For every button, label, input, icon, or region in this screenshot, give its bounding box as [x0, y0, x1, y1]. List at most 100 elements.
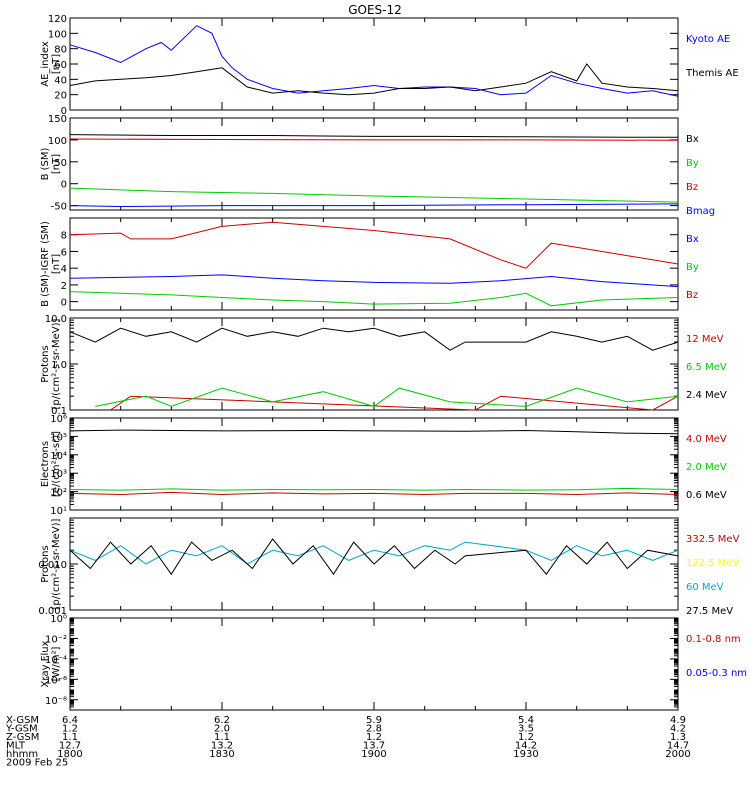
y-tick-label: 40	[54, 75, 67, 86]
footer-value: 2.0	[214, 724, 230, 735]
footer-value: 6.2	[214, 715, 230, 726]
panel-5: 10¹ 10² 10³ 10⁴ 10⁵ 10⁶ Electrons [e/(cm²-s-sr)…	[40, 414, 727, 517]
y-tick-label: 10²	[50, 488, 67, 499]
footer-value: 5.4	[518, 715, 534, 726]
legend-entry: Bx	[686, 134, 699, 145]
y-tick-label: 100	[48, 29, 67, 40]
series-line-themis-ae	[69, 63, 679, 96]
footer-value: 13.7	[363, 741, 385, 752]
legend-entry: 4.0 MeV	[686, 434, 727, 445]
footer-value: 1.2	[62, 724, 78, 735]
y-tick-label: 10³	[50, 469, 67, 480]
footer-value: 14.7	[667, 741, 689, 752]
ephemeris-footer: X-GSM 6.4 6.2 5.9 5.4 4.9 Y-GSM 1.2 2.0 2.8 3.5 4.2…	[5, 715, 691, 769]
panel-4: 0.1 1.0 10.0 Protons [p/(cm²-s-sr-MeV)] 12 Me…	[40, 314, 727, 417]
y-tick-label: 10⁰	[50, 614, 67, 625]
y-tick-label: 10⁻²	[45, 634, 67, 645]
y-tick-label: 10⁶	[50, 414, 67, 425]
series-line-bx	[69, 134, 678, 138]
legend-entry: 60 MeV	[686, 582, 724, 593]
series-line-27-5-mev	[69, 538, 679, 576]
legend-entry: 332.5 MeV	[686, 534, 740, 545]
footer-value: 6.4	[62, 715, 78, 726]
y-axis-label: [nT]	[51, 54, 62, 74]
series-line-bx	[69, 274, 679, 288]
footer-row-label: Y-GSM	[5, 724, 38, 735]
panel-2: -50 0 50 100 150 B (SM) [nT] Bx By Bz Bmag	[40, 114, 715, 217]
y-axis-label: B (SM)	[40, 147, 51, 180]
y-axis-label: [p/(cm²-s-sr-MeV)]	[51, 318, 62, 409]
footer-value: 1.1	[214, 732, 230, 743]
footer-value: 1930	[513, 749, 538, 760]
y-tick-label: 0.010	[38, 560, 67, 571]
series-line-4-0-mev	[69, 491, 679, 496]
legend-entry: By	[686, 158, 699, 169]
footer-value: 2.8	[366, 724, 382, 735]
series-line-by	[69, 291, 679, 307]
footer-value: 1830	[209, 749, 234, 760]
footer-value: 1800	[57, 749, 82, 760]
y-axis-label: AE_index	[40, 41, 51, 87]
footer-value: 3.5	[518, 724, 534, 735]
y-axis-label: [nT]	[51, 154, 62, 174]
footer-value: 2000	[665, 749, 690, 760]
legend-entry: 12 MeV	[686, 334, 724, 345]
panel-1: 0 20 40 60 80 100 120 AE_index [nT] Kyoto AE Themi…	[40, 14, 739, 117]
y-tick-label: 1.0	[51, 360, 67, 371]
footer-row-label: Z-GSM	[6, 732, 39, 743]
y-tick-label: 0.001	[38, 606, 67, 617]
legend-entry: Bx	[686, 234, 699, 245]
footer-value: 1.2	[518, 732, 534, 743]
panel-frame	[69, 617, 679, 711]
footer-value: 12.7	[59, 741, 81, 752]
legend-entry: Themis AE	[685, 68, 739, 79]
series-line-2-4-mev	[69, 327, 679, 351]
y-tick-label: 80	[54, 45, 67, 56]
series-line-by	[69, 187, 679, 203]
y-tick-label: 0	[61, 180, 67, 191]
legend-entry: 0.1-0.8 nm	[686, 634, 741, 645]
footer-row-label: X-GSM	[6, 715, 39, 726]
legend-entry: 2.4 MeV	[686, 390, 727, 401]
series-line-bz	[69, 221, 679, 269]
y-tick-label: 0.1	[51, 406, 67, 417]
chart-title: GOES-12	[348, 3, 402, 17]
y-tick-label: 10.0	[45, 314, 67, 325]
y-axis-label: [W/m²]	[51, 646, 62, 681]
footer-value: 1.2	[366, 732, 382, 743]
footer-value: 14.2	[515, 741, 537, 752]
series-line-12-mev	[110, 395, 679, 411]
y-tick-label: 120	[48, 14, 67, 25]
y-axis-label: [p/(cm²-s-sr-MeV)]	[51, 518, 62, 609]
y-tick-label: 0	[61, 298, 67, 309]
footer-value: 1.3	[670, 732, 686, 743]
series-line-bmag	[69, 203, 679, 208]
footer-row-label: MLT	[6, 741, 26, 752]
y-axis-label: Protons	[40, 345, 51, 382]
legend-entry: By	[686, 262, 699, 273]
legend-entry: Kyoto AE	[686, 34, 730, 45]
y-axis-label: [e/(cm²-s-sr)]	[51, 431, 62, 497]
legend-entry: Bz	[686, 290, 698, 301]
series-line-kyoto-ae	[69, 25, 679, 97]
legend-entry: 0.6 MeV	[686, 490, 727, 501]
footer-value: 1.1	[62, 732, 78, 743]
y-tick-label: 150	[48, 114, 67, 125]
panel-7: 10⁻⁸ 10⁻⁶ 10⁻⁴ 10⁻² 10⁰ Xray Flux [W/m²] 0.1-0.…	[40, 614, 747, 711]
footer-value: 4.9	[670, 715, 686, 726]
legend-entry: 27.5 MeV	[686, 606, 733, 617]
series-line-2-0-mev	[69, 487, 679, 491]
legend-entry: 0.05-0.3 nm	[686, 668, 747, 679]
legend-entry: 2.0 MeV	[686, 462, 727, 473]
y-tick-label: 10¹	[50, 506, 67, 517]
legend-entry: Bmag	[686, 206, 715, 217]
panel-frame	[69, 217, 679, 311]
footer-value: 1900	[361, 749, 386, 760]
legend-entry: Bz	[686, 182, 698, 193]
y-tick-label: 10⁻⁸	[45, 696, 67, 707]
y-tick-label: 10⁵	[50, 432, 67, 443]
y-axis-label: Electrons	[40, 441, 51, 487]
